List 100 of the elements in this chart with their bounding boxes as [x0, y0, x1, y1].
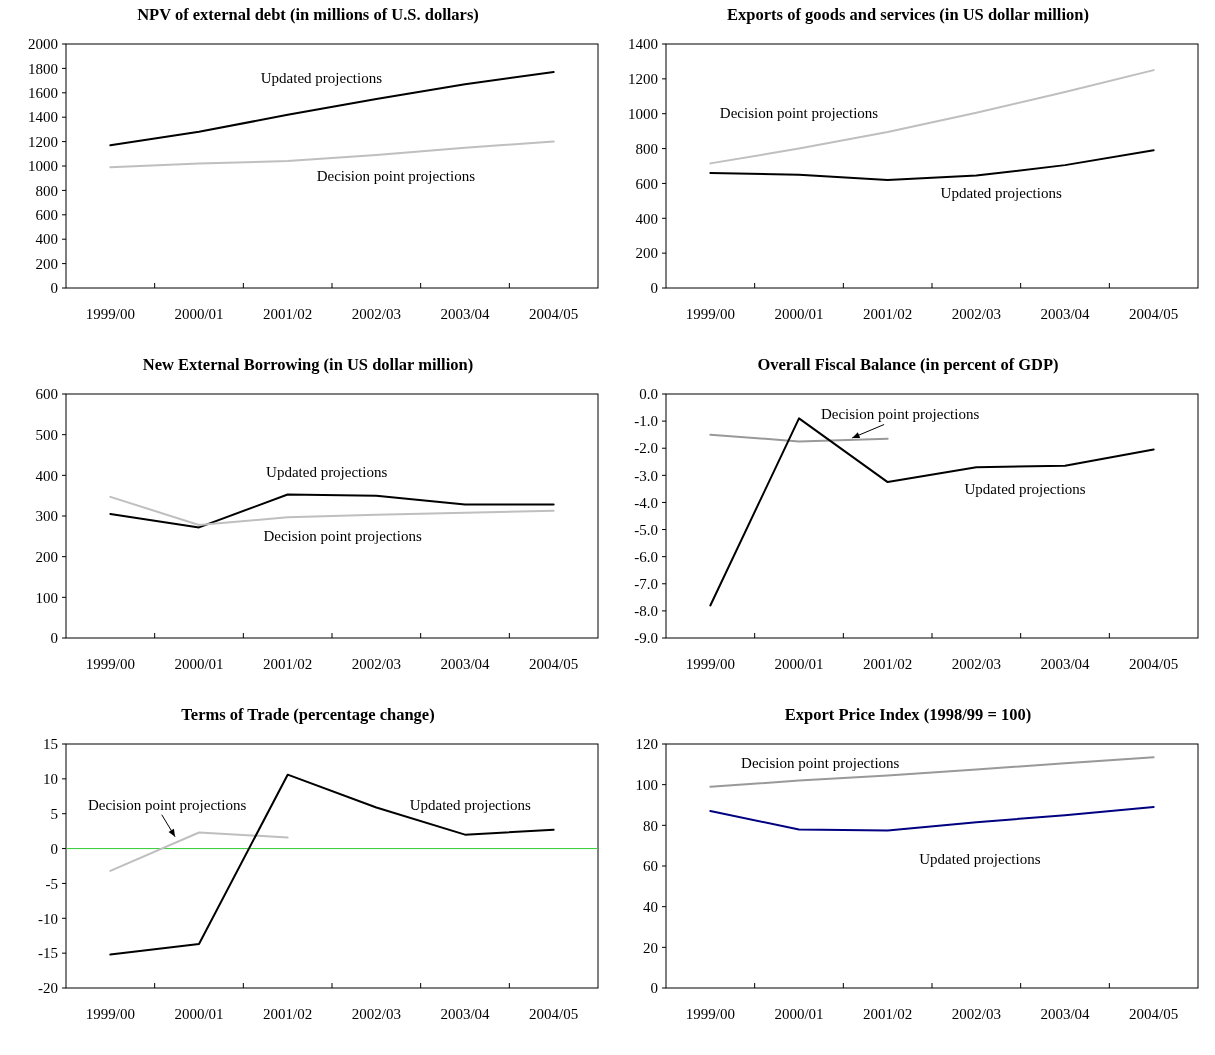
- y-tick-label: 15: [43, 736, 58, 753]
- x-tick-label: 2003/04: [1040, 656, 1091, 672]
- x-tick-label: 2003/04: [440, 656, 491, 672]
- x-tick-label: 2002/03: [351, 306, 401, 322]
- y-tick-label: 400: [35, 467, 58, 484]
- x-tick-label: 2002/03: [351, 1006, 401, 1022]
- chart-title: Terms of Trade (percentage change): [181, 705, 435, 724]
- x-tick-label: 2001/02: [263, 1006, 313, 1022]
- x-tick-label: 2004/05: [1129, 306, 1179, 322]
- y-tick-label: 1400: [628, 36, 658, 53]
- x-tick-label: 1999/00: [685, 306, 735, 322]
- y-tick-label: 1800: [28, 60, 58, 77]
- x-tick-label: 2000/01: [774, 656, 824, 672]
- line-series: [709, 69, 1155, 165]
- chart-title: Export Price Index (1998/99 = 100): [784, 705, 1032, 724]
- x-tick-label: 2002/03: [951, 656, 1001, 672]
- y-tick-label: 600: [635, 175, 658, 192]
- series-label: Decision point projections: [87, 797, 247, 814]
- x-tick-label: 2004/05: [529, 306, 579, 322]
- y-tick-label: 1000: [628, 105, 658, 122]
- y-tick-label: 2000: [28, 36, 58, 53]
- y-tick-label: -8.0: [634, 603, 658, 620]
- x-tick-label: 2003/04: [1040, 306, 1091, 322]
- x-tick-label: 1999/00: [85, 656, 135, 672]
- series-label: Updated projections: [940, 185, 1062, 202]
- line-series: [709, 806, 1155, 832]
- series-label: Updated projections: [964, 481, 1086, 498]
- y-tick-label: -20: [38, 980, 58, 997]
- chart-title: Overall Fiscal Balance (in percent of GDP): [757, 355, 1059, 374]
- y-tick-label: 800: [35, 182, 58, 199]
- series-label: Decision point projections: [719, 104, 879, 121]
- x-tick-label: 2004/05: [529, 1006, 579, 1022]
- y-tick-label: -4.0: [634, 494, 658, 511]
- y-tick-label: 5: [50, 805, 58, 822]
- y-tick-label: 0: [650, 280, 658, 297]
- line-series: [109, 71, 555, 147]
- line-series: [709, 756, 1155, 788]
- y-tick-label: -10: [38, 910, 58, 927]
- x-tick-label: 2000/01: [174, 1006, 224, 1022]
- y-tick-label: -7.0: [634, 576, 658, 593]
- series-label: Updated projections: [919, 850, 1041, 867]
- x-tick-label: 2002/03: [951, 306, 1001, 322]
- y-tick-label: 1200: [28, 133, 58, 150]
- y-tick-label: 0: [650, 980, 658, 997]
- x-tick-label: 2000/01: [174, 306, 224, 322]
- x-tick-label: 2003/04: [440, 306, 491, 322]
- y-tick-label: -1.0: [634, 413, 658, 430]
- series-label: Updated projections: [266, 464, 388, 481]
- y-tick-label: -2.0: [634, 440, 658, 457]
- x-tick-label: 2002/03: [951, 1006, 1001, 1022]
- y-tick-label: 300: [35, 508, 58, 525]
- x-tick-label: 2003/04: [440, 1006, 491, 1022]
- chart-title: NPV of external debt (in millions of U.S. dollars): [137, 5, 479, 24]
- x-tick-label: 1999/00: [685, 656, 735, 672]
- y-tick-label: -3.0: [634, 467, 658, 484]
- y-tick-label: 400: [35, 231, 58, 248]
- y-tick-label: 80: [643, 817, 658, 834]
- y-tick-label: -9.0: [634, 630, 658, 647]
- y-tick-label: -5.0: [634, 521, 658, 538]
- y-tick-label: 200: [35, 548, 58, 565]
- chart-title: Exports of goods and services (in US dollar million): [727, 5, 1089, 24]
- y-tick-label: 0: [50, 840, 58, 857]
- x-tick-label: 2001/02: [263, 306, 313, 322]
- x-tick-label: 1999/00: [85, 306, 135, 322]
- x-tick-label: 2001/02: [863, 306, 913, 322]
- y-tick-label: -6.0: [634, 548, 658, 565]
- series-label: Decision point projections: [820, 405, 980, 422]
- y-tick-label: 200: [635, 245, 658, 262]
- y-tick-label: -5: [45, 875, 58, 892]
- y-tick-label: 600: [35, 386, 58, 403]
- x-tick-label: 2001/02: [863, 656, 913, 672]
- y-tick-label: 60: [643, 858, 658, 875]
- y-tick-label: 500: [35, 426, 58, 443]
- y-tick-label: -15: [38, 945, 58, 962]
- series-label: Updated projections: [260, 70, 383, 87]
- series-label: Decision point projections: [741, 754, 900, 771]
- y-tick-label: 600: [35, 207, 58, 224]
- chart-title: New External Borrowing (in US dollar million): [142, 355, 474, 374]
- x-tick-label: 1999/00: [85, 1006, 135, 1022]
- line-series: [109, 140, 555, 169]
- y-tick-label: 0: [50, 630, 58, 647]
- y-tick-label: 40: [643, 898, 658, 915]
- x-tick-label: 2000/01: [774, 306, 824, 322]
- x-tick-label: 2004/05: [529, 656, 579, 672]
- x-tick-label: 2004/05: [1129, 1006, 1179, 1022]
- series-label: Decision point projections: [263, 527, 422, 544]
- series-label: Decision point projections: [316, 168, 476, 185]
- x-tick-label: 2002/03: [351, 656, 401, 672]
- x-tick-label: 1999/00: [685, 1006, 735, 1022]
- y-tick-label: 0.0: [639, 386, 658, 403]
- x-tick-label: 2004/05: [1129, 656, 1179, 672]
- y-tick-label: 1200: [628, 71, 658, 88]
- y-tick-label: 1000: [28, 158, 58, 175]
- y-tick-label: 800: [635, 140, 658, 157]
- x-tick-label: 2000/01: [174, 656, 224, 672]
- y-tick-label: 20: [643, 939, 658, 956]
- x-tick-label: 2003/04: [1040, 1006, 1091, 1022]
- x-tick-label: 2001/02: [263, 656, 313, 672]
- y-tick-label: 100: [35, 589, 58, 606]
- x-tick-label: 2001/02: [863, 1006, 913, 1022]
